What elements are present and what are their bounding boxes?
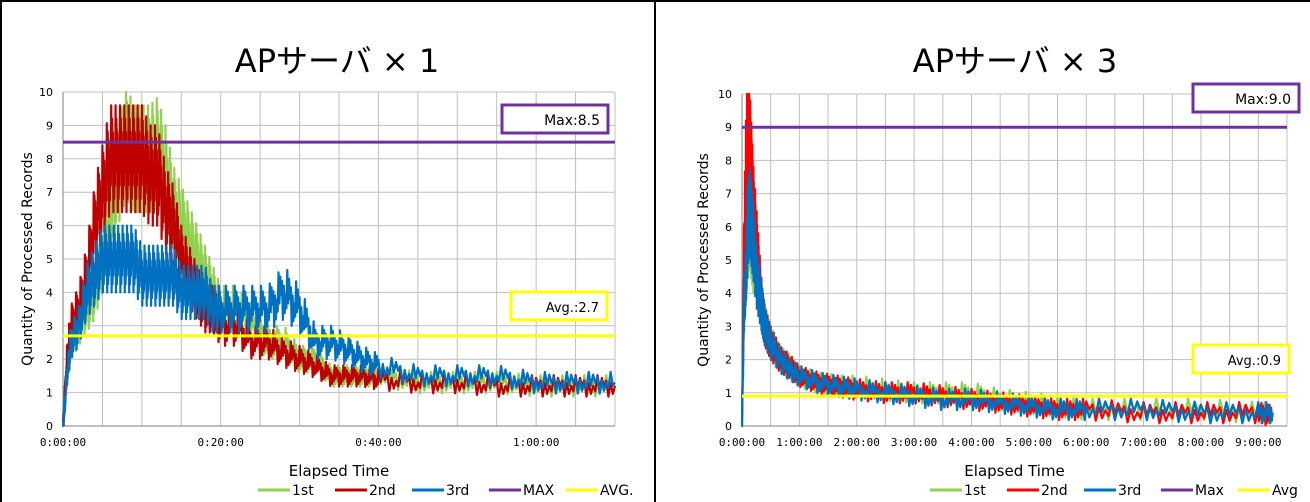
x-tick-label: 3:00:00 (891, 436, 937, 449)
x-tick-label: 0:00:00 (40, 436, 86, 449)
y-tick-label: 6 (46, 220, 53, 233)
chart-ap-x1: APサーバ × 1 0 1 2 3 4 5 6 7 8 9 10 0:00:00 0:20:00 0:40:… (20, 42, 634, 499)
x-tick-label: 2:00:00 (834, 436, 880, 449)
x-axis-title: Elapsed Time (289, 462, 389, 480)
x-tick-label: 6:00:00 (1063, 436, 1109, 449)
y-tick-label: 8 (725, 154, 732, 167)
y-tick-label: 9 (46, 119, 53, 132)
y-tick-label: 1 (725, 387, 732, 400)
x-tick-label: 0:40:00 (355, 436, 401, 449)
max-annotation-label: Max:8.5 (544, 113, 600, 129)
y-axis-title: Quantity of Processed Records (696, 153, 712, 367)
legend-label: 1st (964, 483, 986, 499)
max-annotation-box (1191, 82, 1301, 114)
chart-title: APサーバ × 1 (235, 42, 439, 80)
y-tick-label: 0 (725, 420, 732, 433)
y-tick-label: 10 (39, 86, 53, 99)
x-tick-label: 8:00:00 (1178, 436, 1224, 449)
legend-label: 3rd (1118, 483, 1141, 499)
y-tick-label: 8 (46, 153, 53, 166)
x-tick-label: 0:20:00 (198, 436, 244, 449)
x-tick-label: 1:00:00 (776, 436, 822, 449)
legend-label: Max (1195, 483, 1224, 499)
chart-panel-ap-x1: APサーバ × 1 0 1 2 3 4 5 6 7 8 9 10 0:00:00 0:20:00 0:40:… (0, 0, 655, 502)
max-annotation-label: Max:9.0 (1235, 92, 1291, 108)
legend-label: 2nd (1041, 483, 1068, 499)
chart-ap-x3: APサーバ × 3 0 1 2 3 4 5 6 7 8 9 10 0:00:00 1:00:00 2:00:… (696, 42, 1301, 499)
legend-label: MAX (523, 483, 555, 499)
y-tick-label: 1 (46, 387, 53, 400)
max-annotation-box (500, 103, 610, 135)
x-tick-label: 7:00:00 (1120, 436, 1166, 449)
series-line-3rd (61, 224, 616, 428)
x-axis-title: Elapsed Time (964, 462, 1064, 480)
legend-label: 2nd (369, 483, 396, 499)
y-tick-label: 2 (725, 354, 732, 367)
y-tick-label: 6 (725, 221, 732, 234)
y-axis-title: Quantity of Processed Records (20, 152, 36, 366)
x-tick-label: 1:00:00 (513, 436, 559, 449)
y-tick-label: 4 (46, 286, 53, 299)
y-tick-label: 5 (46, 253, 53, 266)
chart-panel-ap-x3: APサーバ × 3 0 1 2 3 4 5 6 7 8 9 10 0:00:00 1:00:00 2:00:… (655, 0, 1310, 502)
y-tick-label: 2 (46, 353, 53, 366)
legend-label: Avg (1272, 483, 1298, 499)
y-tick-label: 4 (725, 287, 732, 300)
avg-annotation-box (509, 290, 609, 322)
avg-annotation-box (1191, 343, 1291, 375)
y-tick-label: 3 (725, 320, 732, 333)
legend-label: 1st (292, 483, 314, 499)
avg-annotation-label: Avg.:2.7 (546, 301, 599, 316)
y-tick-label: 5 (725, 254, 732, 267)
y-tick-label: 9 (725, 121, 732, 134)
series-line-3rd (740, 168, 1274, 428)
y-tick-label: 3 (46, 320, 53, 333)
y-tick-label: 0 (46, 420, 53, 433)
y-tick-label: 10 (718, 88, 732, 101)
x-tick-label: 5:00:00 (1006, 436, 1052, 449)
avg-annotation-label: Avg.:0.9 (1228, 354, 1281, 369)
chart-title: APサーバ × 3 (913, 42, 1117, 80)
y-tick-label: 7 (46, 186, 53, 199)
x-tick-label: 0:00:00 (719, 436, 765, 449)
x-tick-label: 9:00:00 (1235, 436, 1281, 449)
series-line-2nd (61, 104, 617, 427)
y-tick-label: 7 (725, 188, 732, 201)
x-tick-label: 4:00:00 (948, 436, 994, 449)
legend-label: AVG. (600, 483, 634, 499)
legend-label: 3rd (446, 483, 469, 499)
